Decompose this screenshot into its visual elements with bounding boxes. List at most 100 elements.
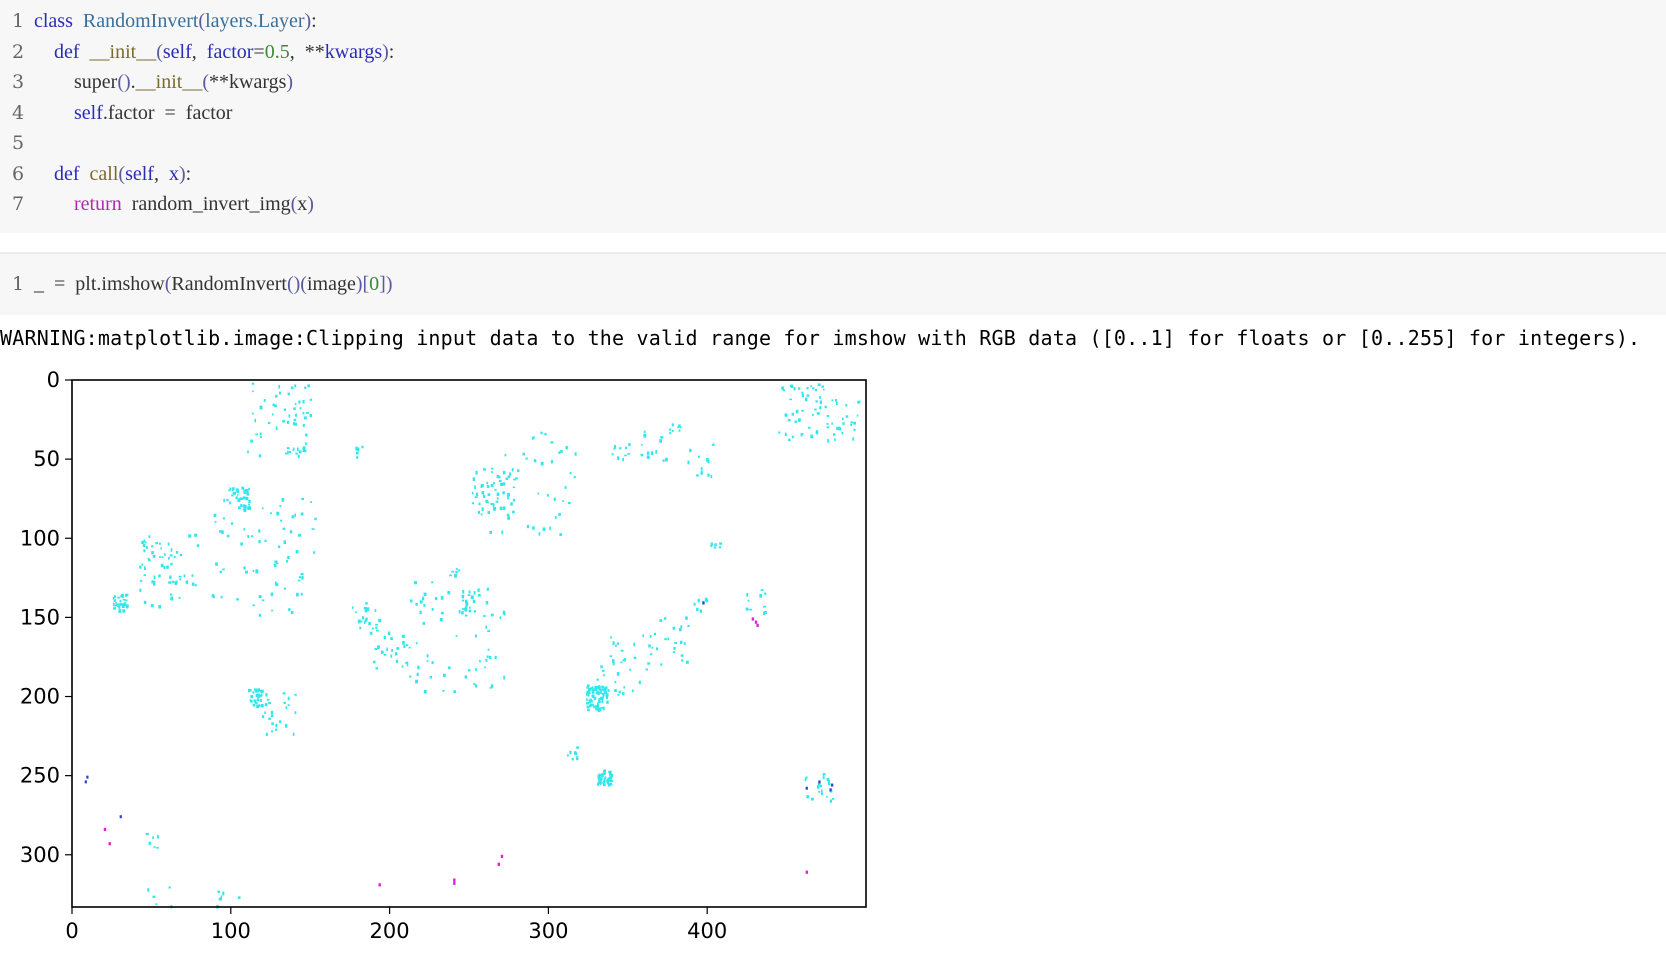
cyan-pixel bbox=[462, 589, 465, 594]
cyan-pixel bbox=[597, 774, 601, 778]
cyan-pixel bbox=[616, 642, 620, 645]
cyan-pixel bbox=[148, 535, 151, 539]
cyan-pixel bbox=[562, 500, 564, 502]
cyan-pixel bbox=[490, 502, 494, 506]
cyan-pixel bbox=[512, 510, 515, 514]
cyan-pixel bbox=[228, 489, 231, 492]
cyan-pixel bbox=[453, 690, 457, 694]
cyan-pixel bbox=[153, 846, 156, 848]
cyan-pixel bbox=[602, 695, 605, 699]
cyan-pixel bbox=[287, 696, 290, 701]
cyan-pixel bbox=[374, 609, 377, 613]
cyan-pixel bbox=[828, 782, 831, 786]
cyan-pixel bbox=[236, 494, 239, 496]
cyan-pixel bbox=[259, 432, 262, 436]
cyan-pixel bbox=[271, 722, 274, 726]
cyan-pixel bbox=[297, 454, 300, 459]
cyan-pixel bbox=[804, 397, 808, 402]
cyan-pixel bbox=[258, 613, 262, 617]
cyan-pixel bbox=[564, 486, 567, 489]
cyan-pixel bbox=[258, 454, 262, 458]
cyan-pixel bbox=[258, 540, 261, 544]
cyan-pixel bbox=[602, 706, 605, 709]
cyan-pixel bbox=[502, 610, 506, 615]
cyan-pixel bbox=[113, 599, 116, 602]
cyan-pixel bbox=[592, 688, 595, 692]
code-text: def call(self, x): bbox=[54, 162, 192, 185]
cyan-pixel bbox=[268, 718, 272, 720]
cyan-pixel bbox=[147, 888, 150, 892]
code-cell-1[interactable]: 1 class RandomInvert(layers.Layer): 2 def … bbox=[0, 0, 1666, 233]
cyan-pixel bbox=[145, 832, 149, 836]
cyan-pixel bbox=[220, 596, 223, 599]
cyan-pixel bbox=[507, 496, 509, 500]
cyan-pixel bbox=[667, 637, 670, 641]
cyan-pixel bbox=[178, 575, 182, 578]
cyan-pixel bbox=[139, 565, 142, 569]
cyan-pixel bbox=[835, 401, 838, 406]
cyan-pixel bbox=[363, 621, 366, 625]
code-cell-2[interactable]: 1 _ = plt.imshow(RandomInvert()(image)[0]… bbox=[0, 252, 1666, 315]
cyan-pixel bbox=[247, 507, 251, 511]
cyan-pixel bbox=[656, 647, 659, 651]
cyan-pixel bbox=[718, 546, 722, 549]
cyan-pixel bbox=[481, 507, 484, 512]
cyan-pixel bbox=[612, 641, 615, 646]
cyan-pixel bbox=[405, 644, 409, 647]
cyan-pixel bbox=[831, 399, 834, 402]
cyan-pixel bbox=[513, 478, 517, 481]
cyan-pixel bbox=[829, 799, 833, 803]
cyan-pixel bbox=[610, 636, 612, 639]
cyan-pixel bbox=[537, 492, 540, 495]
cyan-pixel bbox=[270, 714, 274, 718]
cyan-pixel bbox=[220, 530, 224, 534]
cyan-pixel bbox=[607, 782, 611, 787]
cyan-pixel bbox=[292, 449, 295, 451]
cyan-pixel bbox=[222, 568, 225, 571]
cyan-pixel bbox=[467, 594, 471, 597]
cyan-pixel bbox=[600, 697, 604, 700]
cyan-pixel bbox=[268, 701, 271, 705]
cyan-pixel bbox=[145, 546, 148, 549]
cyan-pixel bbox=[194, 584, 197, 587]
cyan-pixel bbox=[243, 508, 247, 511]
cyan-pixel bbox=[455, 570, 458, 574]
cyan-pixel bbox=[143, 600, 147, 605]
cyan-pixel bbox=[300, 512, 304, 516]
cyan-pixel bbox=[602, 783, 606, 787]
cyan-pixel bbox=[286, 447, 290, 450]
cyan-pixel bbox=[679, 426, 682, 429]
cyan-pixel bbox=[406, 661, 409, 665]
cyan-pixel bbox=[211, 594, 215, 598]
cyan-pixel bbox=[603, 693, 605, 697]
cyan-pixel bbox=[226, 498, 229, 502]
cyan-pixel bbox=[283, 587, 286, 590]
cyan-pixel bbox=[405, 661, 407, 664]
cyan-pixel bbox=[270, 512, 272, 515]
cyan-pixel bbox=[356, 447, 360, 450]
cyan-pixel bbox=[375, 626, 378, 629]
cyan-pixel bbox=[296, 592, 299, 597]
cyan-pixel bbox=[277, 545, 281, 549]
cyan-pixel bbox=[185, 580, 189, 584]
cyan-pixel bbox=[601, 699, 604, 703]
cyan-pixel bbox=[845, 404, 848, 407]
cyan-pixel bbox=[567, 754, 569, 757]
cyan-pixel bbox=[237, 498, 241, 503]
cyan-pixel bbox=[647, 662, 651, 665]
cyan-pixel bbox=[431, 661, 434, 664]
cyan-pixel bbox=[236, 598, 240, 601]
cyan-pixel bbox=[586, 690, 590, 694]
cyan-pixel bbox=[290, 386, 294, 390]
cyan-pixel bbox=[801, 432, 804, 435]
cyan-pixel bbox=[673, 646, 676, 650]
cyan-pixel bbox=[265, 732, 268, 736]
cyan-pixel bbox=[287, 450, 289, 455]
cyan-pixel bbox=[507, 475, 511, 479]
cyan-pixel bbox=[120, 595, 123, 598]
cyan-pixel bbox=[372, 660, 376, 664]
cyan-pixel bbox=[618, 690, 621, 694]
cyan-pixel bbox=[232, 487, 235, 490]
cyan-pixel bbox=[309, 398, 313, 401]
cyan-pixel bbox=[305, 433, 308, 437]
